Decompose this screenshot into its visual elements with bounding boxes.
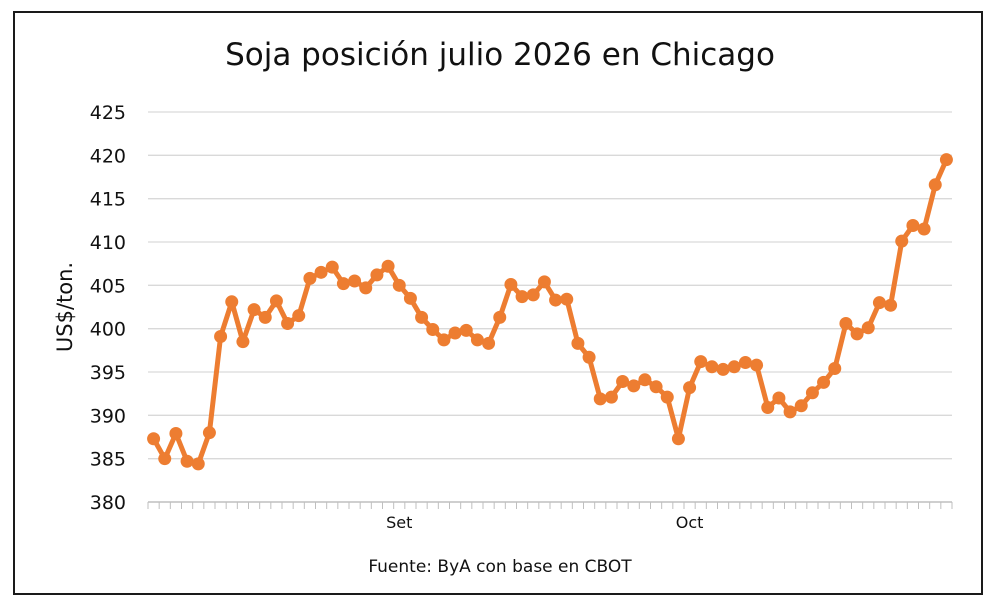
data-point (593, 392, 607, 406)
data-point (649, 380, 663, 394)
data-point (191, 457, 205, 471)
data-point (426, 323, 440, 337)
data-point (225, 295, 239, 309)
data-point (493, 310, 507, 324)
data-point (269, 294, 283, 308)
data-point (370, 268, 384, 282)
data-point (314, 265, 328, 279)
data-point (560, 292, 574, 306)
y-tick-label: 390 (90, 405, 126, 427)
data-point (437, 333, 451, 347)
data-point (359, 281, 373, 295)
data-point (850, 327, 864, 341)
data-point (482, 336, 496, 350)
data-point (258, 310, 272, 324)
data-point (459, 323, 473, 337)
data-point (616, 375, 630, 389)
data-point (537, 275, 551, 289)
y-tick-label: 400 (90, 319, 126, 341)
data-point (515, 290, 529, 304)
y-tick-label: 410 (90, 232, 126, 254)
data-point (738, 355, 752, 369)
data-point (716, 362, 730, 376)
data-point (772, 391, 786, 405)
data-point (470, 333, 484, 347)
data-point (147, 432, 161, 446)
data-point (694, 355, 708, 369)
data-point (247, 303, 261, 317)
y-tick-label: 380 (90, 492, 126, 514)
data-point (325, 260, 339, 274)
y-axis-ticks: 380 385 390 395 400 405 410 415 420 425 (90, 102, 126, 514)
data-point (582, 350, 596, 364)
data-point (750, 358, 764, 372)
data-point (336, 277, 350, 291)
data-point (202, 426, 216, 440)
series-line (151, 157, 949, 467)
data-point (381, 259, 395, 273)
data-point (303, 271, 317, 285)
data-point (281, 316, 295, 330)
data-point (794, 399, 808, 413)
data-point (169, 427, 183, 441)
data-point (861, 321, 875, 335)
data-point (928, 178, 942, 192)
data-point (895, 234, 909, 248)
series-layer (147, 153, 953, 471)
y-tick-label: 415 (90, 189, 126, 211)
data-point (236, 335, 250, 349)
data-point (727, 360, 741, 374)
data-point (906, 219, 920, 233)
grid-lines (148, 111, 952, 460)
source-note: Fuente: ByA con base en CBOT (368, 557, 632, 577)
data-point (627, 379, 641, 393)
data-point (504, 277, 518, 291)
data-point (638, 373, 652, 387)
data-point (683, 381, 697, 395)
data-point (817, 375, 831, 389)
data-point (604, 390, 618, 404)
data-point (660, 390, 674, 404)
data-point (403, 291, 417, 305)
data-point (828, 362, 842, 376)
data-point (526, 288, 540, 302)
y-axis-label: US$/ton. (53, 262, 77, 352)
y-tick-label: 405 (90, 275, 126, 297)
data-point (783, 405, 797, 419)
data-point (549, 293, 563, 307)
data-point (839, 316, 853, 330)
x-tick-label: Oct (676, 513, 704, 532)
data-point (571, 336, 585, 350)
data-point (158, 452, 172, 466)
data-point (292, 309, 306, 323)
data-point (917, 222, 931, 236)
data-point (348, 274, 362, 288)
data-point (392, 278, 406, 292)
y-tick-label: 385 (90, 449, 126, 471)
data-point (872, 296, 886, 310)
chart-title: Soja posición julio 2026 en Chicago (225, 37, 775, 73)
x-axis: Set Oct (147, 501, 953, 532)
data-point (671, 432, 685, 446)
y-tick-label: 395 (90, 362, 126, 384)
data-point (884, 298, 898, 312)
data-point (448, 326, 462, 340)
data-point (705, 360, 719, 374)
chart-frame (13, 11, 983, 595)
y-tick-label: 425 (90, 102, 126, 124)
data-point (939, 153, 953, 167)
data-point (415, 310, 429, 324)
data-point (180, 454, 194, 468)
data-point (761, 401, 775, 415)
data-point (214, 329, 228, 343)
x-tick-label: Set (386, 513, 412, 532)
y-tick-label: 420 (90, 145, 126, 167)
data-point (805, 386, 819, 400)
